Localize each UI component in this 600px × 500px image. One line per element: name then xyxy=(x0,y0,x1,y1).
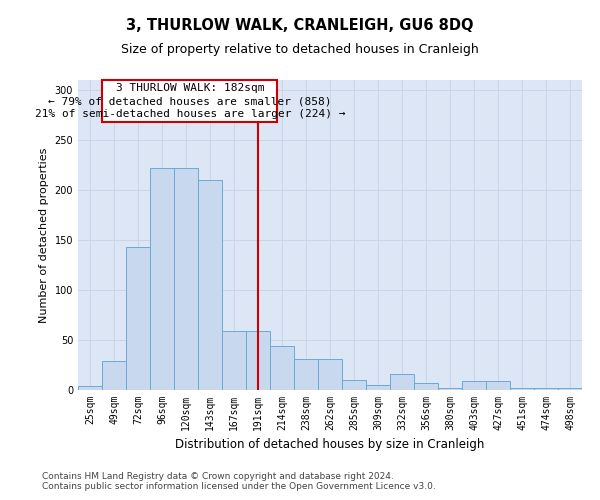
Bar xyxy=(294,359,318,390)
Bar xyxy=(318,359,342,390)
Bar xyxy=(342,380,366,390)
Text: 3 THURLOW WALK: 182sqm
← 79% of detached houses are smaller (858)
21% of semi-de: 3 THURLOW WALK: 182sqm ← 79% of detached… xyxy=(35,83,345,119)
Bar xyxy=(414,383,438,390)
Bar xyxy=(78,386,102,390)
Bar xyxy=(222,331,246,390)
Y-axis label: Number of detached properties: Number of detached properties xyxy=(39,148,49,322)
Text: Contains HM Land Registry data © Crown copyright and database right 2024.: Contains HM Land Registry data © Crown c… xyxy=(42,472,394,481)
Bar xyxy=(174,168,198,390)
Text: 3, THURLOW WALK, CRANLEIGH, GU6 8DQ: 3, THURLOW WALK, CRANLEIGH, GU6 8DQ xyxy=(126,18,474,32)
FancyBboxPatch shape xyxy=(103,80,277,122)
Bar xyxy=(534,388,558,390)
Bar xyxy=(366,385,390,390)
Bar xyxy=(198,180,222,390)
Text: Contains public sector information licensed under the Open Government Licence v3: Contains public sector information licen… xyxy=(42,482,436,491)
Bar xyxy=(246,331,270,390)
Bar xyxy=(486,381,510,390)
Bar xyxy=(510,388,534,390)
Bar xyxy=(390,374,414,390)
Bar xyxy=(270,346,294,390)
Bar xyxy=(126,247,150,390)
Bar xyxy=(150,168,174,390)
Bar xyxy=(558,388,582,390)
Bar xyxy=(462,381,486,390)
Bar xyxy=(438,388,462,390)
Text: Size of property relative to detached houses in Cranleigh: Size of property relative to detached ho… xyxy=(121,42,479,56)
Bar xyxy=(102,361,126,390)
X-axis label: Distribution of detached houses by size in Cranleigh: Distribution of detached houses by size … xyxy=(175,438,485,452)
